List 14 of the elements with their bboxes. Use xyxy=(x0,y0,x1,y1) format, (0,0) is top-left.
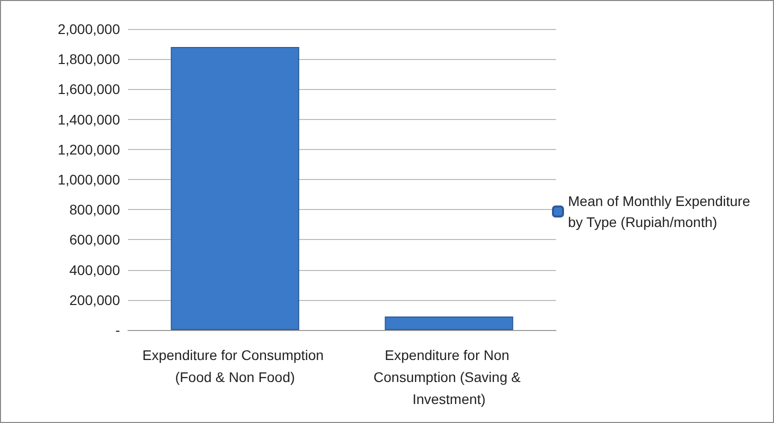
y-tick-label: 800,000 xyxy=(69,202,120,218)
y-tick-label: 1,600,000 xyxy=(58,81,120,98)
y-tick-label: 1,000,000 xyxy=(58,172,120,188)
y-tick-label: 2,000,000 xyxy=(58,21,120,37)
y-tick-label: 600,000 xyxy=(69,232,120,248)
y-tick-label: - xyxy=(115,322,120,338)
y-tick-label: 1,800,000 xyxy=(58,51,120,68)
y-tick-label: 1,400,000 xyxy=(58,111,120,128)
y-tick-label: 200,000 xyxy=(69,292,120,308)
y-tick-label: 400,000 xyxy=(69,262,120,278)
x-tick-label: Expenditure for Non Consumption (Saving & Investment) xyxy=(374,347,524,407)
x-tick-label: Expenditure for Consumption (Food & Non Food) xyxy=(142,347,328,385)
legend-label: Mean of Monthly Expenditure by Type (Rupiah/month) xyxy=(568,193,754,230)
y-tick-label: 1,200,000 xyxy=(58,141,120,158)
